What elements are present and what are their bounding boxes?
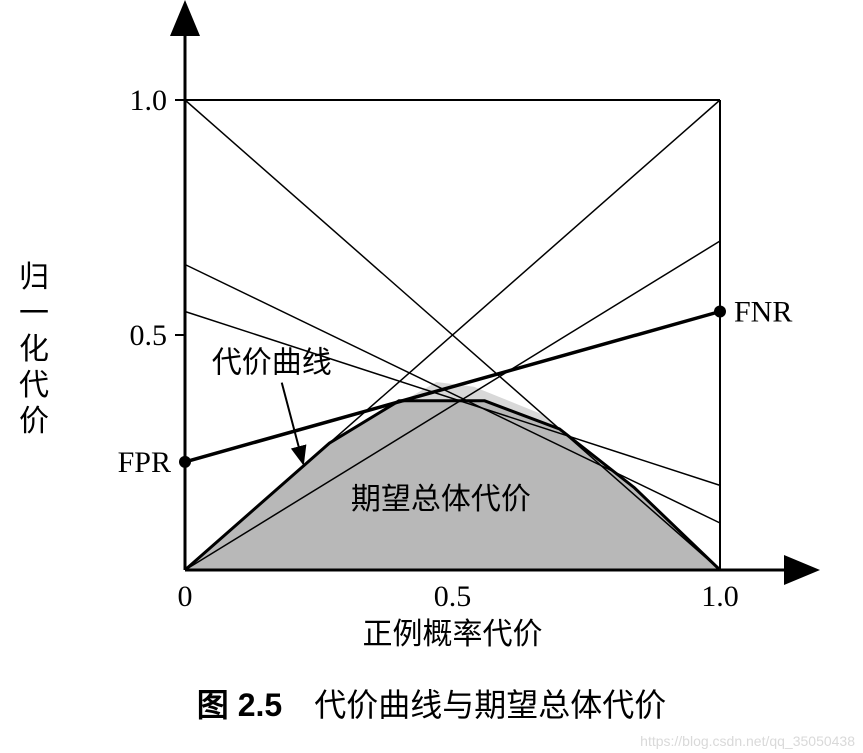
x-tick-label: 0 [178, 580, 193, 613]
fnr-label: FNR [734, 296, 792, 329]
y-tick-label: 0.5 [130, 319, 168, 352]
y-tick-label: 1.0 [130, 84, 168, 117]
figure-number: 图 2.5 [197, 687, 282, 723]
fpr-label: FPR [118, 446, 171, 479]
x-tick-label: 0.5 [434, 580, 472, 613]
y-axis-label: 归一化代价 [18, 260, 50, 440]
figure-caption: 图 2.5 代价曲线与期望总体代价 [0, 680, 863, 726]
figure-title: 代价曲线与期望总体代价 [314, 687, 666, 723]
fnr-marker [714, 306, 726, 318]
x-axis-label: 正例概率代价 [363, 618, 543, 651]
curve-label: 代价曲线 [212, 347, 332, 380]
curve-label-arrow [282, 383, 303, 462]
fpr-marker [179, 456, 191, 468]
area-label: 期望总体代价 [351, 483, 531, 516]
watermark-text: https://blog.csdn.net/qq_35050438 [640, 733, 855, 749]
cost-curve-chart: FPR FNR 0 0.5 1.0 0.5 1.0 正例概率代价 代价曲线期望总体代价 [0, 0, 863, 753]
x-tick-label: 1.0 [701, 580, 739, 613]
